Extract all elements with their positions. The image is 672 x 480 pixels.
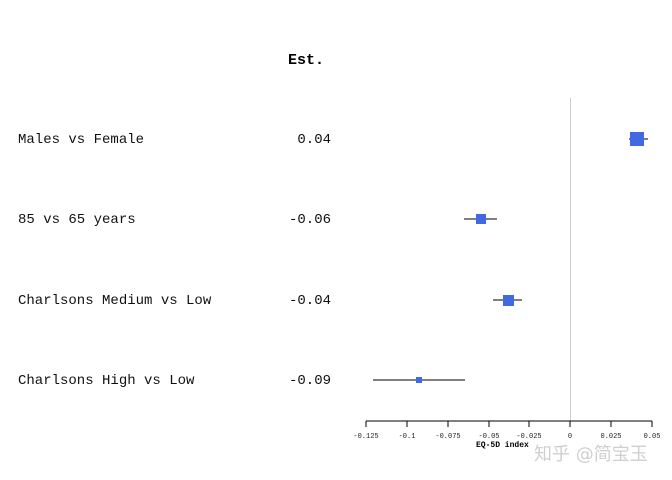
row-3-marker bbox=[493, 295, 522, 306]
row-label: Charlsons High vs Low bbox=[18, 373, 195, 389]
row-label: 85 vs 65 years bbox=[18, 212, 136, 228]
x-tick-label: -0.075 bbox=[435, 433, 461, 441]
x-axis-label: EQ-5D index bbox=[476, 441, 529, 450]
x-tick-label: 0.05 bbox=[643, 433, 661, 441]
est-column-header: Est. bbox=[288, 52, 325, 69]
x-tick-label: 0 bbox=[567, 433, 573, 441]
row-estimate: -0.04 bbox=[288, 293, 331, 309]
row-label: Males vs Female bbox=[18, 132, 145, 148]
row-2-marker bbox=[464, 214, 497, 224]
row-4-marker bbox=[373, 377, 465, 383]
x-tick-label: -0.1 bbox=[398, 433, 416, 441]
row-estimate: -0.09 bbox=[288, 373, 331, 389]
watermark: 知乎 @简宝玉 bbox=[534, 444, 648, 465]
x-tick-label: -0.025 bbox=[516, 433, 542, 441]
row-estimate: 0.04 bbox=[297, 132, 331, 148]
x-tick-label: 0.025 bbox=[600, 433, 622, 441]
x-axis bbox=[365, 420, 653, 427]
row-estimate: -0.06 bbox=[288, 212, 331, 228]
x-tick-label: -0.125 bbox=[353, 433, 379, 441]
row-label: Charlsons Medium vs Low bbox=[18, 293, 212, 309]
row-1-marker bbox=[629, 132, 648, 146]
x-tick-label: -0.05 bbox=[478, 433, 500, 441]
